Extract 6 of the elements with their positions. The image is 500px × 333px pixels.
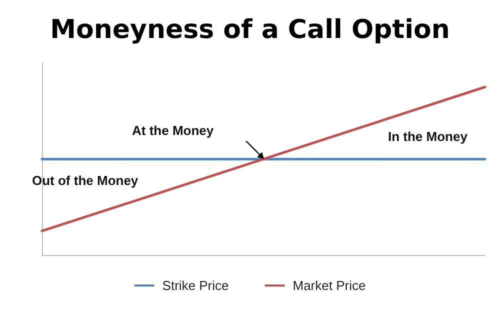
- chart-title: Moneyness of a Call Option: [50, 15, 450, 45]
- annotation: Out of the Money: [32, 173, 139, 188]
- annotation: In the Money: [388, 129, 468, 144]
- legend-label: Market Price: [292, 278, 366, 293]
- annotation: At the Money: [132, 123, 214, 138]
- legend-label: Strike Price: [162, 278, 229, 293]
